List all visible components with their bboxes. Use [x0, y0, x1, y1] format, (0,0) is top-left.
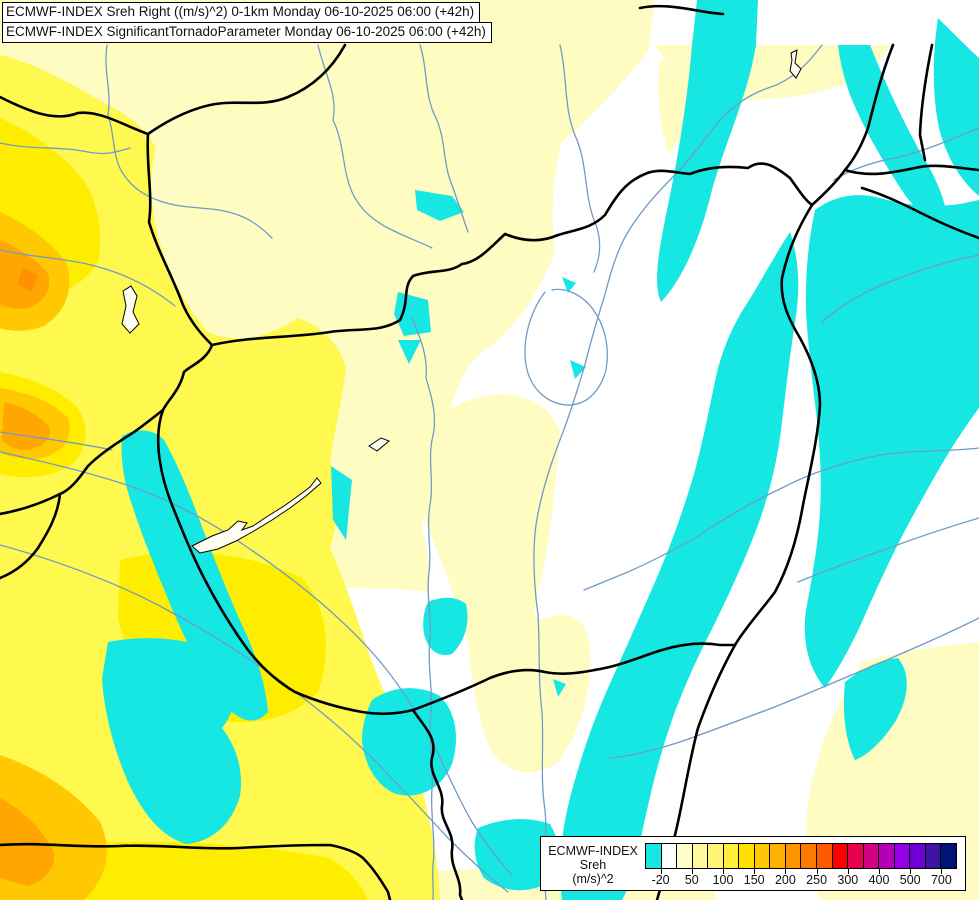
legend-colorbar-zone: -20 50 100 150 200 250 300 400 500 700 [645, 842, 957, 890]
legend-color-cell [941, 844, 956, 868]
legend-color-cell [692, 844, 709, 868]
legend-color-cell [708, 844, 724, 868]
border-nw-to-top [146, 43, 347, 136]
legend-tick-label: 250 [806, 873, 828, 887]
border-nw-horizontal [0, 95, 150, 136]
legend-color-cell [754, 844, 771, 868]
border-top-edge-ne [638, 4, 725, 16]
legend-tickmark [879, 869, 880, 874]
river-koros-2 [797, 517, 979, 583]
border-ne-right-1 [843, 164, 979, 176]
river-hron [419, 44, 469, 233]
river-ipel [559, 44, 601, 273]
legend-labels: ECMWF-INDEX Sreh (m/s)^2 [541, 837, 645, 890]
legend-color-cell [863, 844, 880, 868]
river-szamos [821, 254, 979, 323]
border-ne-top [810, 43, 895, 207]
legend-tickmark [941, 869, 943, 874]
legend-color-cell [848, 844, 864, 868]
border-hungary-north [210, 162, 814, 347]
legend-color-cell [910, 844, 926, 868]
legend-tickmark [723, 869, 724, 874]
legend-tickmark [660, 869, 662, 874]
river-maros [609, 617, 979, 759]
river-zala [0, 249, 176, 307]
legend-unit: (m/s)^2 [572, 871, 614, 886]
border-croatia-serbia [411, 708, 464, 902]
legend-color-cell [677, 844, 693, 868]
legend-color-cell [770, 844, 786, 868]
border-ne-corner [918, 43, 934, 162]
legend-tickmark [754, 869, 756, 874]
country-borders [0, 4, 979, 902]
legend-tickmark [816, 869, 818, 874]
border-slovenia-croatia-w [0, 492, 62, 580]
legend-color-cell [661, 844, 678, 868]
border-austria-hungary [0, 132, 214, 516]
legend-color-cell [894, 844, 911, 868]
legend-colorbar [645, 843, 957, 869]
legend-tick-label: 300 [837, 873, 859, 887]
legend-tick-label: 100 [712, 873, 734, 887]
border-hungary-romania [655, 203, 822, 902]
rivers [0, 44, 979, 901]
legend-tick-label: 700 [930, 873, 952, 887]
legend-color-cell [723, 844, 740, 868]
river-koros-1 [583, 447, 979, 591]
lake-ne-outline [789, 49, 802, 79]
legend-tick-label: 400 [868, 873, 890, 887]
legend-tickmark [847, 869, 849, 874]
lake-balaton-outline [191, 477, 322, 554]
border-bottom-west [0, 842, 392, 902]
border-ne-right-2 [860, 186, 979, 240]
legend-parameter: Sreh [579, 857, 607, 872]
legend-color-cell [739, 844, 755, 868]
legend-color-cell [817, 844, 833, 868]
legend-product: ECMWF-INDEX [548, 843, 638, 858]
legend-tickmark [691, 869, 693, 874]
lake-velence-outline [368, 437, 390, 452]
legend-tick-label: 500 [899, 873, 921, 887]
border-hungary-serbia [411, 642, 737, 712]
river-tisza [533, 44, 823, 901]
map-title-line2: ECMWF-INDEX SignificantTornadoParameter … [2, 22, 492, 43]
legend-color-cell [646, 844, 662, 868]
legend-color-cell [879, 844, 895, 868]
legend-tick-label: -20 [651, 873, 670, 887]
river-vah [317, 44, 433, 249]
map-title-line1: ECMWF-INDEX Sreh Right ((m/s)^2) 0-1km M… [2, 2, 481, 23]
legend-tick-label: 200 [774, 873, 796, 887]
legend-color-cell [832, 844, 849, 868]
legend-box: ECMWF-INDEX Sreh (m/s)^2 -20 50 100 150 200 2… [540, 836, 966, 891]
title-bar: ECMWF-INDEX Sreh Right ((m/s)^2) 0-1km M… [2, 2, 492, 43]
legend-color-cell [785, 844, 802, 868]
sreh-region-deep-orange [18, 268, 38, 292]
legend-color-cell [925, 844, 942, 868]
river-drava [0, 451, 513, 876]
river-mura [0, 431, 113, 451]
legend-tick-label: 150 [743, 873, 765, 887]
lakes [121, 49, 802, 554]
river-morava [0, 142, 131, 155]
legend-tickmark [785, 869, 787, 874]
lake-fertő-outline [121, 285, 140, 334]
river-nw [105, 44, 273, 239]
border-hungary-croatia [156, 408, 415, 715]
legend-tick-label: 50 [684, 873, 699, 887]
legend-color-cell [801, 844, 818, 868]
river-tisza-loop [524, 288, 608, 406]
legend-tickmark [910, 869, 912, 874]
